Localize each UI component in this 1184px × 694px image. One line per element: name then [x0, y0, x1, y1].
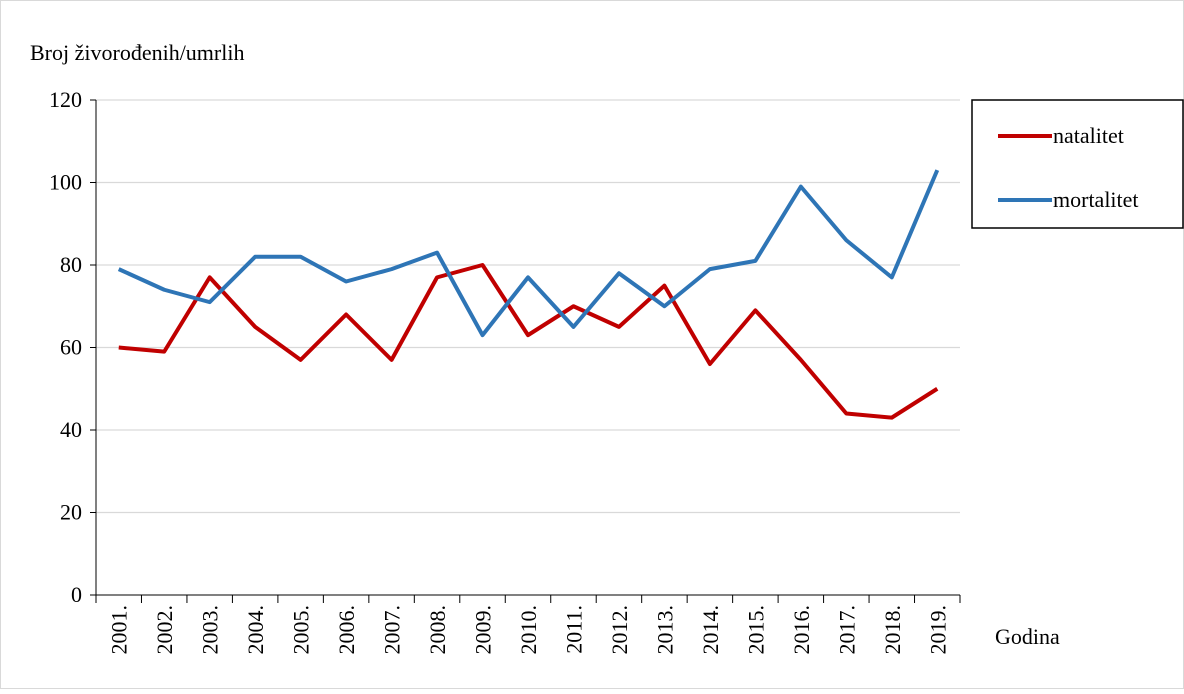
y-tick-label: 80 — [60, 252, 82, 277]
y-tick-label: 60 — [60, 335, 82, 360]
x-tick-label: 2010. — [516, 605, 541, 655]
y-tick-label: 40 — [60, 417, 82, 442]
x-tick-label: 2012. — [607, 605, 632, 655]
x-tick-label: 2007. — [380, 605, 405, 655]
x-tick-label: 2018. — [880, 605, 905, 655]
x-tick-label: 2014. — [698, 605, 723, 655]
y-tick-label: 120 — [49, 87, 82, 112]
x-tick-label: 2001. — [107, 605, 132, 655]
x-tick-label: 2005. — [289, 605, 314, 655]
y-tick-label: 0 — [71, 582, 82, 607]
x-tick-label: 2017. — [834, 605, 859, 655]
line-series — [118, 263, 939, 420]
x-tick-label: 2016. — [789, 605, 814, 655]
x-tick-label: 2011. — [561, 605, 586, 654]
x-tick-label: 2006. — [334, 605, 359, 655]
legend-box — [971, 99, 1184, 229]
legend-label: natalitet — [1053, 123, 1124, 148]
x-tick-label: 2004. — [243, 605, 268, 655]
y-tick-label: 100 — [49, 170, 82, 195]
x-tick-label: 2002. — [152, 605, 177, 655]
y-axis-title: Broj živorođenih/umrlih — [30, 40, 244, 65]
x-tick-label: 2008. — [425, 605, 450, 655]
x-tick-label: 2009. — [471, 605, 496, 655]
y-tick-label: 20 — [60, 500, 82, 525]
x-tick-label: 2015. — [743, 605, 768, 655]
x-axis-title: Godina — [995, 624, 1060, 649]
x-tick-label: 2003. — [198, 605, 223, 655]
line-series — [117, 169, 940, 338]
legend-label: mortalitet — [1053, 187, 1139, 212]
x-tick-label: 2013. — [652, 605, 677, 655]
x-tick-label: 2019. — [925, 605, 950, 655]
